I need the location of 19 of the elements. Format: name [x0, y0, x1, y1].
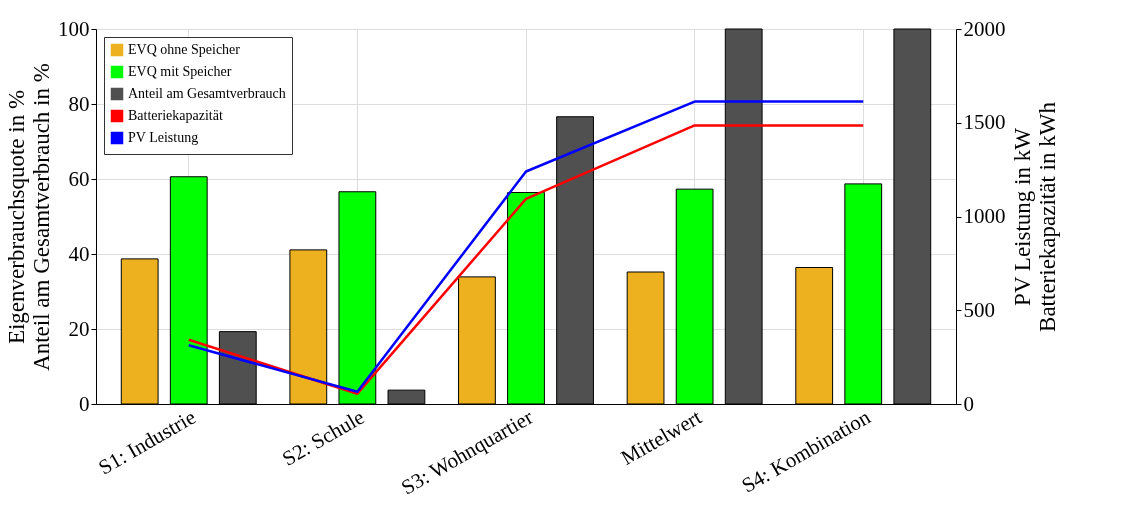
y2-tick-label: 0 [963, 391, 974, 416]
legend-label: Batteriekapazität [128, 108, 223, 123]
y-tick-label: 80 [68, 91, 90, 116]
y2-tick-label: 1000 [963, 204, 1006, 228]
legend-label: EVQ ohne Speicher [128, 42, 241, 57]
y-tick-label: 20 [68, 316, 90, 341]
legend-label: PV Leistung [128, 130, 199, 145]
x-tick-label: S2: Schule [278, 404, 369, 471]
y2-tick-label: 500 [963, 297, 995, 322]
y-tick-label: 60 [68, 166, 90, 191]
y-tick-label: 100 [58, 16, 90, 41]
legend-label: EVQ mit Speicher [128, 64, 232, 79]
y-tick-label: 40 [68, 241, 90, 266]
y2-tick-label: 1500 [963, 110, 1006, 135]
y-tick-label: 0 [79, 391, 90, 416]
legend-label: Anteil am Gesamtverbrauch [128, 86, 286, 101]
y2-tick-label: 2000 [963, 16, 1006, 41]
y2-axis-title: PV Leistung in kW Batteriekapazität in kWh [1009, 101, 1060, 332]
y-axis-title: Eigenverbrauchsquote in % Anteil am Gesamtverbrauch in % [4, 63, 54, 371]
